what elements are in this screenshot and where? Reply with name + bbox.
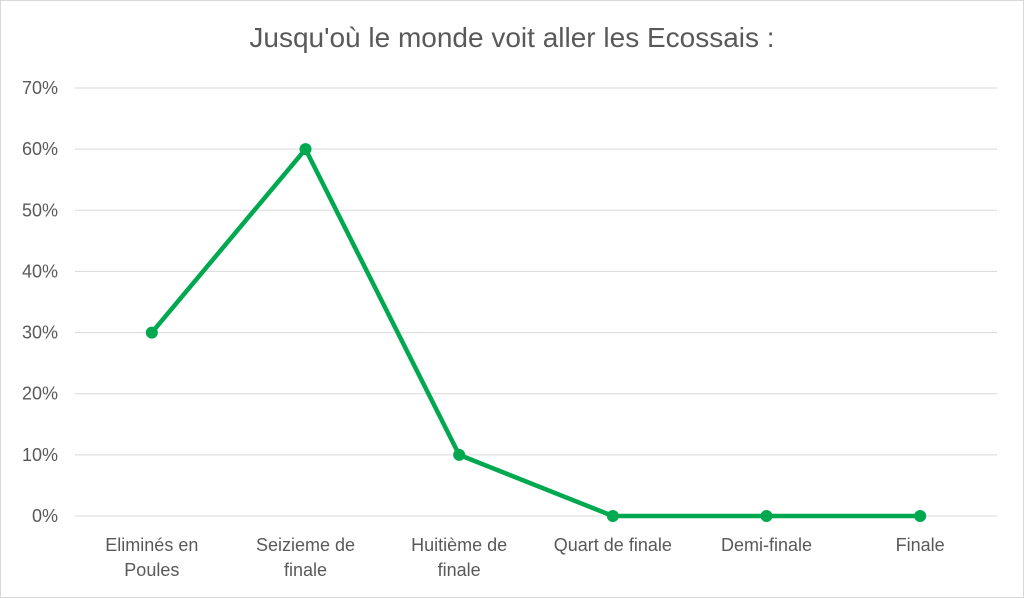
- y-tick-label: 0%: [32, 506, 58, 526]
- y-tick-label: 10%: [22, 445, 58, 465]
- y-tick-label: 70%: [22, 78, 58, 98]
- data-point: [914, 510, 927, 522]
- x-tick-label: Seizieme de finale: [256, 535, 355, 580]
- y-tick-label: 50%: [22, 200, 58, 220]
- x-tick-label: Finale: [896, 535, 945, 555]
- series-line: [149, 146, 923, 519]
- data-point: [299, 143, 312, 156]
- y-tick-label: 30%: [22, 323, 58, 343]
- y-tick-label: 40%: [22, 261, 58, 281]
- x-tick-label: Huitième de finale: [411, 535, 507, 580]
- y-tick-label: 60%: [22, 139, 58, 159]
- data-point: [606, 510, 619, 522]
- data-point: [760, 510, 773, 522]
- data-point: [145, 326, 158, 339]
- chart-title: Jusqu'où le monde voit aller les Ecossai…: [249, 22, 775, 53]
- y-tick-label: 20%: [22, 384, 58, 404]
- x-tick-label: Demi-finale: [721, 535, 812, 555]
- data-point: [453, 448, 466, 461]
- x-tick-label: Quart de finale: [554, 535, 672, 555]
- x-tick-label: Eliminés en Poules: [105, 535, 198, 580]
